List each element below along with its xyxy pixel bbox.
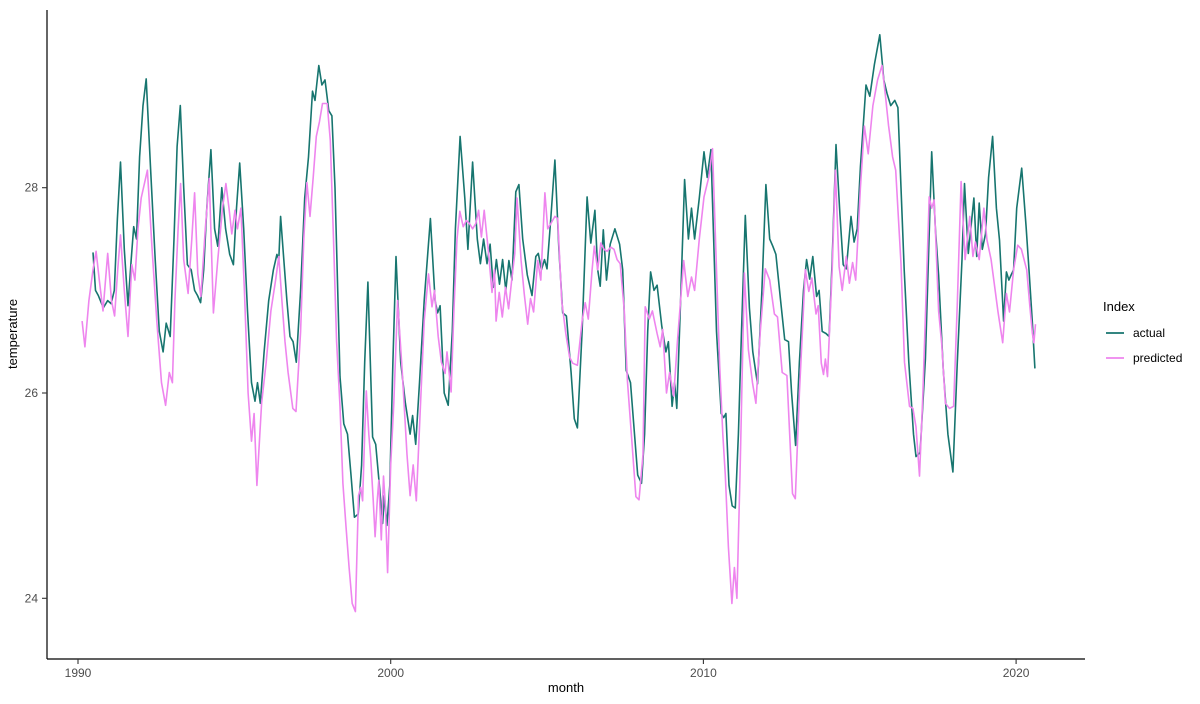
legend: Index actual predicted — [1103, 299, 1182, 365]
y-tick-label: 28 — [25, 181, 39, 195]
y-tick-label: 24 — [25, 591, 39, 605]
x-tick-label: 2020 — [1003, 666, 1030, 680]
legend-label-actual: actual — [1133, 326, 1165, 340]
x-tick-label: 1990 — [65, 666, 92, 680]
legend-label-predicted: predicted — [1133, 351, 1182, 365]
legend-title: Index — [1103, 299, 1135, 314]
x-tick-label: 2000 — [377, 666, 404, 680]
y-tick-label: 26 — [25, 386, 39, 400]
x-axis-ticks: 1990 2000 2010 2020 — [65, 659, 1030, 680]
y-axis-title: temperature — [5, 299, 20, 369]
x-tick-label: 2010 — [690, 666, 717, 680]
series-line-actual — [92, 33, 1036, 527]
x-axis-title: month — [548, 680, 584, 695]
chart-series — [81, 33, 1037, 613]
legend-items: actual predicted — [1106, 326, 1182, 365]
series-line-predicted — [81, 64, 1037, 613]
y-axis-ticks: 24 26 28 — [25, 181, 47, 605]
